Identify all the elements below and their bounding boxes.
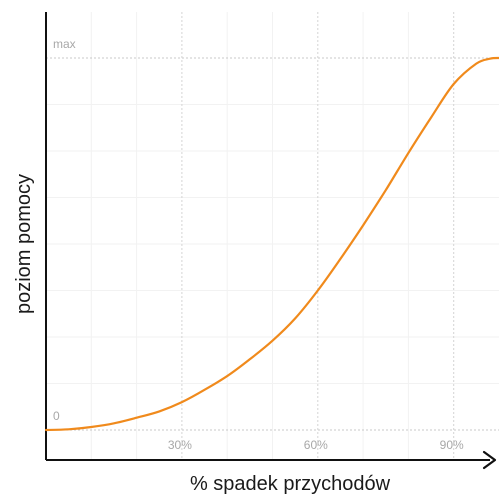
series-line — [44, 56, 499, 432]
series-layer — [44, 56, 499, 432]
y-tick-label: max — [53, 37, 76, 51]
x-tick-label: 30% — [168, 438, 192, 452]
y-tick-label: 0 — [53, 409, 60, 423]
tick-labels: 30% 60% 90% 0 max — [53, 37, 464, 452]
x-axis-arrow-icon — [482, 450, 497, 470]
grid — [46, 12, 499, 460]
x-tick-label: 90% — [440, 438, 464, 452]
x-axis-label: % spadek przychodów — [190, 473, 391, 495]
x-tick-label: 60% — [304, 438, 328, 452]
y-axis-label: poziom pomocy — [13, 174, 35, 314]
